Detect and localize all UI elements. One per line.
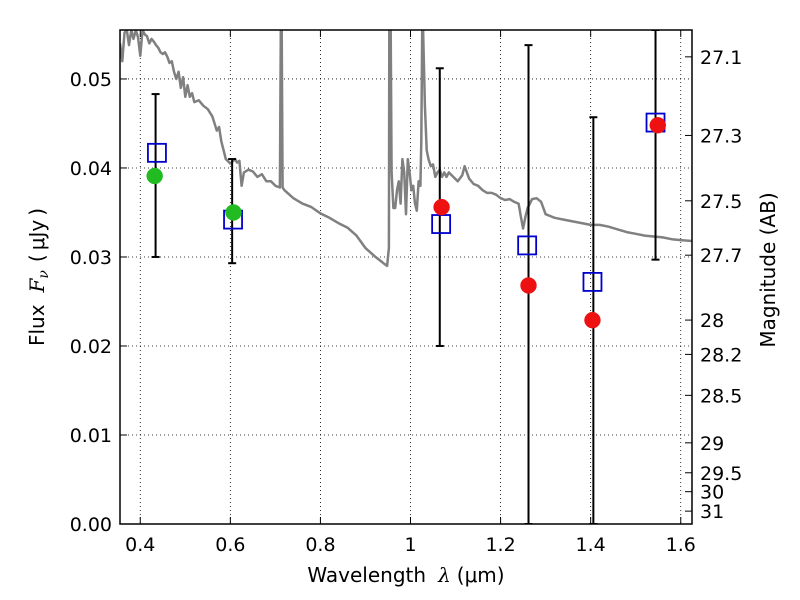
x-tick-label: 0.4	[125, 534, 155, 556]
y2-tick-label: 28	[700, 310, 724, 332]
y2-tick-label: 27.1	[700, 47, 742, 69]
x-tick-label: 1.6	[666, 534, 696, 556]
axis-ticks: 0.4 0.6 0.8 1 1.2 1.4 1.6 0.00 0.01 0.02 0.03 0.04 0…	[70, 30, 742, 556]
plot-frame	[119, 29, 693, 525]
y-axis-symbol: F	[25, 277, 49, 293]
x-axis-title: Wavelength λ (μm)	[307, 563, 504, 587]
x-axis-title-text: Wavelength	[307, 563, 426, 587]
observed-flux-point	[520, 277, 537, 294]
y2-tick-label: 28.2	[700, 344, 742, 366]
x-tick-label: 1	[404, 534, 416, 556]
observed-flux-point	[649, 116, 667, 134]
x-tick-label: 1.4	[576, 534, 606, 556]
x-tick-label: 0.8	[305, 534, 335, 556]
y-tick-label: 0.04	[70, 158, 112, 180]
x-tick-label: 1.2	[485, 534, 515, 556]
y2-tick-label: 31	[700, 501, 724, 523]
model-flux-square	[582, 271, 603, 292]
observed-flux-point	[225, 204, 242, 221]
x-tick-label: 0.6	[215, 534, 245, 556]
y-tick-label: 0.03	[70, 247, 112, 269]
y-axis-subscript: ν	[36, 270, 52, 279]
y-tick-label: 0.05	[70, 69, 112, 91]
y2-tick-label: 27.7	[700, 245, 742, 267]
y2-axis-title: Magnitude (AB)	[756, 192, 780, 347]
y-tick-label: 0.00	[70, 514, 112, 536]
y-axis-title: FluxFν(μJy)	[25, 208, 52, 346]
y2-tick-label: 29	[700, 433, 724, 455]
observed-flux-point	[146, 167, 163, 185]
y2-tick-label: 27.5	[700, 191, 742, 213]
observed-flux-point	[584, 311, 601, 329]
template-spectrum-line	[120, 30, 692, 268]
y-axis-title-text: Flux	[25, 304, 49, 346]
x-axis-symbol: λ	[437, 563, 451, 587]
y2-tick-label: 27.3	[700, 125, 742, 147]
y2-tick-label: 28.5	[700, 385, 742, 407]
y-tick-label: 0.01	[70, 425, 112, 447]
y2-tick-label: 29.5	[700, 463, 742, 485]
observed-flux-point	[433, 198, 450, 216]
y2-tick-label: 30	[700, 482, 724, 504]
model-flux-square	[147, 142, 167, 163]
y-axis-unit: μJy	[25, 220, 49, 251]
model-flux-square	[517, 235, 538, 256]
x-axis-unit: μm	[465, 563, 497, 587]
y-tick-label: 0.02	[70, 336, 112, 358]
data-series	[120, 30, 692, 524]
